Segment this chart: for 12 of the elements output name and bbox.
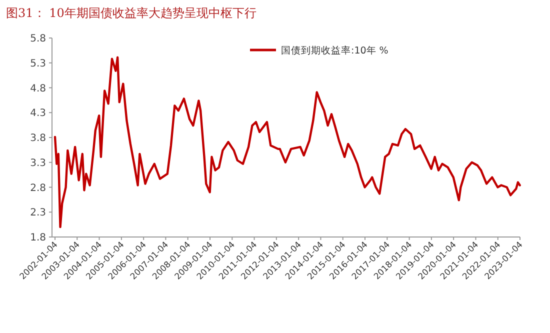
line-series <box>54 56 521 228</box>
y-tick-label: 3.8 <box>30 133 46 144</box>
y-tick-label: 3.3 <box>30 158 46 169</box>
y-tick-label: 1.8 <box>30 232 46 244</box>
y-tick-label: 5.3 <box>30 58 46 70</box>
chart-title: 图31： 10年期国债收益率大趋势呈现中枢下行 <box>6 6 256 20</box>
y-tick-label: 4.3 <box>30 108 46 120</box>
legend-label: 国债到期收益率:10年 % <box>281 44 388 56</box>
y-tick-label: 2.8 <box>30 182 46 194</box>
y-tick-label: 2.3 <box>30 208 46 219</box>
y-tick-label: 5.8 <box>30 34 46 44</box>
y-tick-label: 4.8 <box>30 83 46 94</box>
